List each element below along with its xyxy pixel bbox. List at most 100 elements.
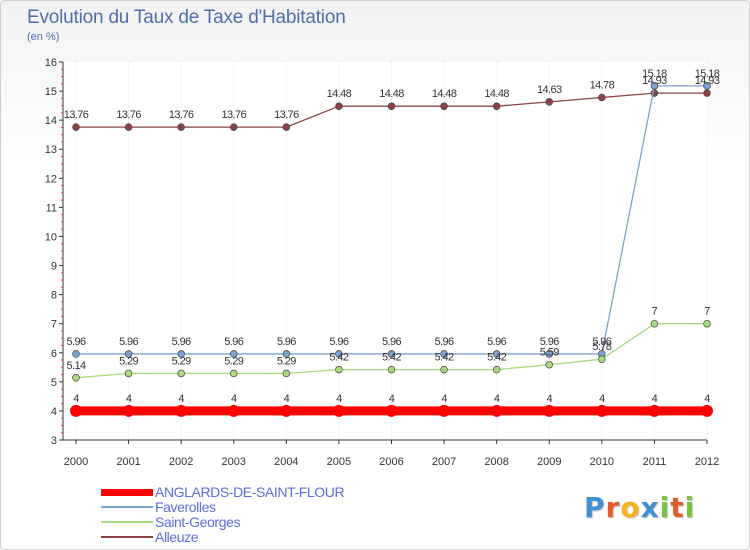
data-point — [650, 319, 659, 328]
data-point — [440, 365, 448, 374]
data-label: 5.96 — [487, 336, 506, 348]
data-point — [124, 123, 133, 131]
y-tick-label: 8 — [51, 290, 57, 302]
data-point — [177, 123, 185, 131]
legend-label: Saint-Georges — [155, 514, 241, 530]
data-label: 4 — [494, 393, 500, 405]
x-tick-label: 2010 — [590, 456, 614, 468]
data-label: 5.42 — [329, 352, 348, 364]
legend-label: Faverolles — [155, 499, 216, 515]
data-point — [230, 369, 238, 378]
data-point — [230, 123, 238, 131]
legend-label: ANGLARDS-DE-SAINT-FLOUR — [155, 484, 345, 500]
data-point — [177, 350, 185, 358]
data-point — [280, 404, 293, 417]
x-tick-label: 2007 — [432, 456, 456, 468]
data-label: 14.48 — [379, 88, 404, 100]
data-label: 4 — [231, 393, 237, 405]
data-label: 5.96 — [119, 336, 138, 348]
data-point — [598, 355, 606, 363]
chart-title: Evolution du Taux de Taxe d'Habitation — [27, 7, 346, 28]
legend-item: Alleuze — [101, 530, 344, 545]
x-tick-label: 2006 — [379, 456, 403, 468]
data-label: 4 — [126, 393, 132, 405]
y-tick-label: 16 — [45, 57, 57, 69]
data-label: 14.63 — [537, 84, 562, 96]
data-point — [701, 404, 713, 417]
legend-item: Faverolles — [101, 500, 344, 515]
data-point — [124, 369, 133, 378]
data-point — [650, 82, 659, 90]
data-point — [545, 350, 553, 358]
logo-letter: x — [640, 491, 660, 524]
data-point — [122, 404, 135, 417]
data-point — [385, 404, 398, 417]
data-point — [492, 102, 501, 110]
data-point — [648, 404, 661, 417]
x-tick-label: 2000 — [64, 456, 88, 468]
data-point — [124, 350, 133, 358]
data-label: 5.29 — [277, 355, 296, 367]
legend-label: Alleuze — [155, 529, 199, 545]
data-label: 15.18 — [695, 68, 720, 80]
data-point — [387, 365, 396, 374]
data-point — [387, 350, 396, 358]
data-label: 5.96 — [329, 336, 348, 348]
data-label: 14.78 — [590, 79, 615, 91]
data-point — [282, 369, 291, 378]
data-label: 5.96 — [592, 336, 611, 348]
y-tick-label: 10 — [45, 231, 57, 243]
y-tick-label: 13 — [45, 144, 57, 156]
y-tick-label: 3 — [51, 435, 57, 447]
proxiti-logo: Proxiti — [584, 491, 695, 524]
data-label: 5.29 — [172, 355, 191, 367]
logo-letter: t — [670, 491, 685, 524]
data-label: 5.78 — [592, 341, 611, 353]
legend-swatch — [101, 506, 153, 508]
legend: ANGLARDS-DE-SAINT-FLOUR Faverolles Saint-G… — [101, 484, 345, 545]
data-label: 15.18 — [642, 68, 667, 80]
data-label: 5.96 — [382, 336, 401, 348]
data-label: 13.76 — [221, 109, 246, 121]
data-label: 5.42 — [382, 352, 401, 364]
data-point — [595, 404, 608, 417]
data-label: 5.14 — [66, 360, 85, 372]
logo-letter: i — [684, 491, 696, 524]
y-tick-label: 6 — [51, 348, 57, 360]
data-label: 4 — [599, 393, 605, 405]
data-label: 4 — [336, 393, 342, 405]
data-label: 5.96 — [172, 336, 191, 348]
data-point — [335, 365, 343, 374]
data-label: 4 — [441, 393, 447, 405]
data-label: 4 — [178, 393, 184, 405]
chart-subtitle: (en %) — [27, 31, 60, 43]
data-label: 5.96 — [224, 336, 243, 348]
data-label: 5.29 — [119, 355, 138, 367]
x-tick-label: 2001 — [116, 456, 140, 468]
data-label: 5.96 — [540, 336, 559, 348]
data-label: 14.93 — [642, 75, 667, 87]
data-label: 5.29 — [224, 355, 243, 367]
data-label: 13.76 — [169, 109, 194, 121]
x-tick-label: 2004 — [274, 456, 298, 468]
data-point — [227, 404, 240, 417]
data-point — [72, 350, 80, 358]
data-point — [70, 404, 82, 417]
logo-letter: i — [659, 491, 671, 524]
data-label: 4 — [73, 393, 79, 405]
data-label: 5.96 — [435, 336, 454, 348]
data-point — [230, 350, 238, 358]
data-point — [543, 404, 556, 417]
x-tick-label: 2011 — [643, 456, 667, 468]
data-label: 7 — [652, 306, 658, 318]
data-label: 13.76 — [64, 109, 89, 121]
y-tick-label: 11 — [46, 202, 57, 214]
data-point — [438, 404, 451, 417]
x-tick-label: 2002 — [169, 456, 193, 468]
x-tick-label: 2003 — [222, 456, 246, 468]
data-point — [703, 82, 711, 90]
plot-area — [63, 62, 707, 440]
x-tick-label: 2009 — [537, 456, 561, 468]
legend-item: ANGLARDS-DE-SAINT-FLOUR — [101, 484, 345, 500]
